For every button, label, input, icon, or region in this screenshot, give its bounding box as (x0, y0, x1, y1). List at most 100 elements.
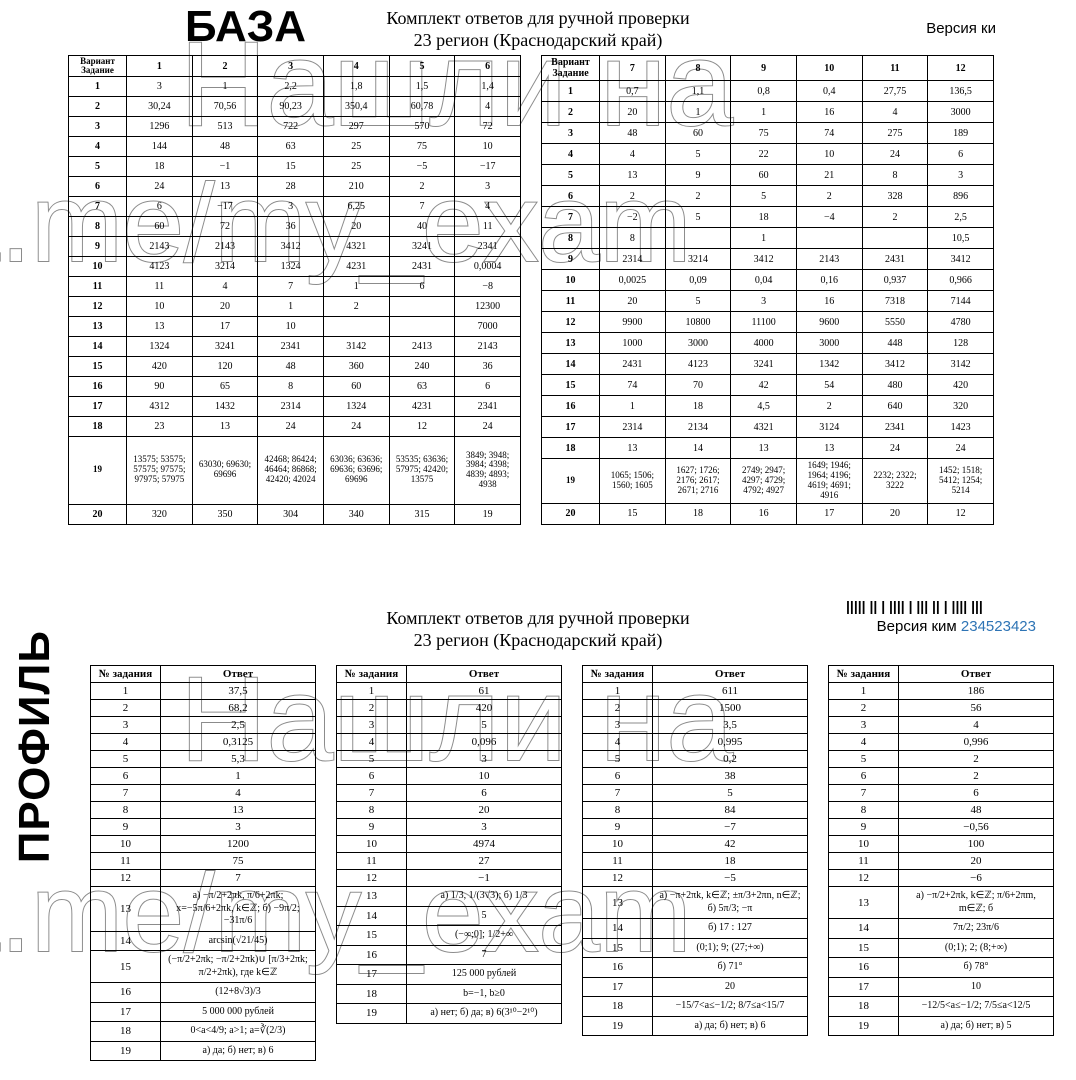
prof-num: 16 (829, 958, 899, 978)
prof-num: 7 (829, 785, 899, 802)
data-cell: 120 (192, 357, 258, 377)
data-cell: 17 (192, 317, 258, 337)
data-cell: 11 (455, 217, 521, 237)
data-cell: 0,09 (665, 270, 731, 291)
prof-num: 16 (337, 945, 407, 965)
data-cell: 1,5 (389, 77, 455, 97)
data-cell: 23 (127, 417, 193, 437)
row-header: 3 (542, 123, 600, 144)
prof-ans: (−π/2+2πk; −π/2+2πk)∪ [π/3+2πk; π/2+2πk)… (161, 951, 316, 983)
row-header: 13 (542, 333, 600, 354)
data-cell: 53535; 63636; 57975; 42420; 13575 (389, 437, 455, 505)
prof-num: 16 (91, 983, 161, 1003)
row-header: 1 (69, 77, 127, 97)
data-cell: 3 (455, 177, 521, 197)
data-cell: 2 (665, 186, 731, 207)
data-cell: 3000 (665, 333, 731, 354)
prof-ans: 5 (407, 906, 562, 926)
prof-ans: 0<a<4/9; a>1; a=∛(2/3) (161, 1022, 316, 1042)
version-bot-label: Версия ким (877, 618, 961, 635)
data-cell: 2143 (127, 237, 193, 257)
data-cell: 24 (862, 144, 928, 165)
prof-ans: 27 (407, 853, 562, 870)
prof-ans: −12/5<a≤−1/2; 7/5≤a<12/5 (899, 997, 1054, 1017)
data-cell: 0,0004 (455, 257, 521, 277)
prof-num: 1 (91, 683, 161, 700)
data-cell: 3214 (665, 249, 731, 270)
data-cell: 2 (389, 177, 455, 197)
prof-ans: а) да; б) нет; в) 5 (899, 1016, 1054, 1036)
data-cell: 320 (127, 504, 193, 524)
prof-ans: 4974 (407, 836, 562, 853)
prof-ans: 5 (407, 717, 562, 734)
prof-num: 1 (829, 683, 899, 700)
data-cell: 36 (258, 217, 324, 237)
data-cell: 2314 (258, 397, 324, 417)
data-cell: 27,75 (862, 81, 928, 102)
data-cell: 1000 (600, 333, 666, 354)
prof-num: 7 (583, 785, 653, 802)
data-cell: 144 (127, 137, 193, 157)
data-cell: 4,5 (731, 396, 797, 417)
data-cell (665, 228, 731, 249)
base-table-right: ВариантЗадание789101112 10,71,10,80,427,… (541, 55, 994, 525)
data-cell: 5 (731, 186, 797, 207)
label-profil: ПРОФИЛЬ (10, 630, 60, 863)
prof-num: 10 (91, 836, 161, 853)
data-cell: 63 (258, 137, 324, 157)
data-cell: 20 (323, 217, 389, 237)
prof-ans: а) −π+2πk, k∈ℤ; ±π/3+2πn, n∈ℤ; б) 5π/3; … (653, 887, 808, 919)
prof-num: 8 (337, 802, 407, 819)
data-cell: 60 (731, 165, 797, 186)
row-header: 19 (69, 437, 127, 505)
data-cell: 304 (258, 504, 324, 524)
data-cell: 13 (192, 417, 258, 437)
row-header: 9 (69, 237, 127, 257)
data-cell: 10 (258, 317, 324, 337)
data-cell: 0,16 (796, 270, 862, 291)
row-header: 14 (69, 337, 127, 357)
prof-num: 19 (583, 1016, 653, 1036)
data-cell: 1 (665, 102, 731, 123)
prof-num: 12 (583, 870, 653, 887)
prof-ans: а) 1/3, 1/(3√3); б) 1/3 (407, 887, 562, 907)
prof-num: 2 (337, 700, 407, 717)
data-cell: 722 (258, 117, 324, 137)
data-cell: 2232; 2322; 3222 (862, 459, 928, 504)
data-cell: 1452; 1518; 5412; 1254; 5214 (928, 459, 994, 504)
data-cell: 2 (323, 297, 389, 317)
data-cell: 7 (258, 277, 324, 297)
row-header: 5 (542, 165, 600, 186)
row-header: 6 (69, 177, 127, 197)
row-header: 2 (542, 102, 600, 123)
data-cell: 4 (862, 102, 928, 123)
data-cell: 3142 (928, 354, 994, 375)
prof-num: 15 (91, 951, 161, 983)
prof-ans: −6 (899, 870, 1054, 887)
prof-ans: 3,5 (653, 717, 808, 734)
data-cell: 36 (455, 357, 521, 377)
prof-num: 17 (91, 1002, 161, 1022)
data-cell: 320 (928, 396, 994, 417)
prof-ans: 68,2 (161, 700, 316, 717)
data-cell: 75 (731, 123, 797, 144)
data-cell: −4 (796, 207, 862, 228)
data-cell: 72 (192, 217, 258, 237)
data-cell: −8 (455, 277, 521, 297)
prof-ans: 7π/2; 23π/6 (899, 919, 1054, 939)
prof-ans: а) да; б) нет; в) 6 (653, 1016, 808, 1036)
data-cell: 1 (600, 396, 666, 417)
data-cell: 2431 (862, 249, 928, 270)
prof-ans: 2 (899, 751, 1054, 768)
prof-ans: 37,5 (161, 683, 316, 700)
prof-num: 6 (337, 768, 407, 785)
prof-num: 10 (337, 836, 407, 853)
prof-ans: (0;1); 9; (27;+∞) (653, 938, 808, 958)
data-cell: 11100 (731, 312, 797, 333)
data-cell: 48 (600, 123, 666, 144)
data-cell: −5 (389, 157, 455, 177)
row-header: 5 (69, 157, 127, 177)
data-cell: 4 (600, 144, 666, 165)
data-cell: 297 (323, 117, 389, 137)
data-cell: 4123 (665, 354, 731, 375)
